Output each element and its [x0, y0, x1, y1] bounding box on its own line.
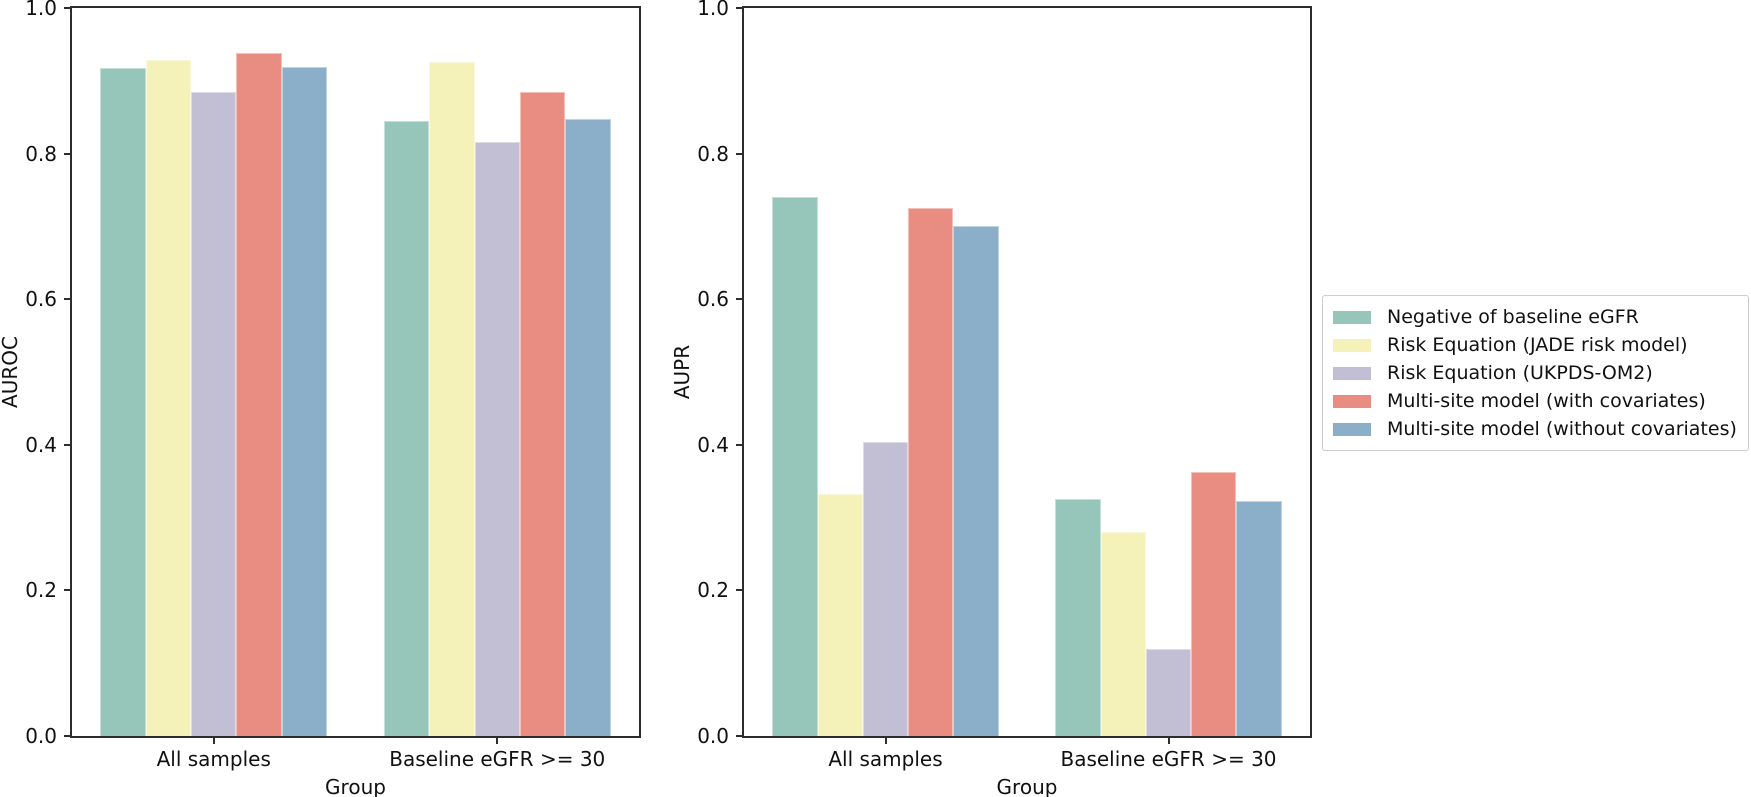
legend-row: Multi-site model (with covariates) [1333, 387, 1738, 415]
y-tick-mark [736, 443, 744, 446]
y-tick-mark [736, 7, 744, 9]
bar-series3-group1 [519, 92, 566, 736]
legend-swatch-icon [1333, 338, 1371, 352]
y-tick-mark [64, 7, 72, 9]
legend: Negative of baseline eGFR Risk Equation (… [1322, 295, 1749, 451]
y-axis-label: AUROC [0, 336, 22, 408]
aupr-chart: 0.0 0.2 0.4 0.6 0.8 1.0 All samples Baseline eG… [670, 0, 1312, 797]
y-tick-mark [64, 735, 72, 737]
x-tick-label: Baseline eGFR >= 30 [1060, 747, 1277, 771]
bar-series3-group0 [908, 208, 954, 736]
y-tick-label: 0.0 [25, 724, 57, 748]
legend-swatch-icon [1333, 366, 1371, 380]
bar-series0-group0 [772, 197, 818, 736]
x-axis-label: Group [325, 775, 386, 797]
y-tick-label: 0.2 [25, 578, 57, 603]
bar-series1-group0 [817, 494, 863, 736]
legend-row: Negative of baseline eGFR [1333, 303, 1738, 331]
legend-label: Multi-site model (with covariates) [1387, 390, 1706, 412]
x-tick-label: All samples [156, 747, 271, 771]
y-tick-label: 0.6 [697, 287, 729, 312]
x-tick-mark [212, 736, 215, 744]
bar-series0-group0 [100, 67, 146, 736]
bar-series2-group1 [1145, 649, 1192, 736]
y-tick-label: 1.0 [25, 0, 57, 20]
y-tick-label: 1.0 [697, 0, 729, 20]
y-tick-label: 0.4 [697, 432, 729, 457]
bar-series4-group1 [565, 119, 611, 736]
x-tick-label: Baseline eGFR >= 30 [389, 747, 606, 771]
x-tick-mark [884, 736, 887, 744]
legend-label: Risk Equation (JADE risk model) [1387, 334, 1688, 356]
y-tick-mark [736, 589, 744, 592]
x-tick-label: All samples [828, 747, 943, 771]
bar-series3-group1 [1191, 472, 1237, 736]
x-axis-label: Group [996, 775, 1058, 797]
x-tick-mark [496, 736, 499, 744]
y-tick-label: 0.2 [697, 578, 729, 603]
y-tick-mark [64, 589, 72, 592]
y-tick-mark [736, 735, 744, 737]
bar-series0-group1 [383, 120, 430, 736]
legend-row: Risk Equation (UKPDS-OM2) [1333, 359, 1738, 387]
y-tick-label: 0.4 [25, 432, 57, 457]
legend-swatch-icon [1333, 310, 1371, 324]
bar-series2-group0 [862, 441, 909, 736]
legend-label: Multi-site model (without covariates) [1387, 418, 1737, 440]
auroc-chart: 0.0 0.2 0.4 0.6 0.8 1.0 All samples Baseline eG… [0, 0, 641, 797]
y-tick-mark [736, 152, 744, 155]
x-tick-mark [1167, 736, 1170, 744]
bar-series1-group1 [1100, 532, 1146, 736]
bar-series4-group0 [281, 66, 328, 736]
bar-series0-group1 [1055, 499, 1101, 736]
bar-series4-group1 [1236, 500, 1282, 736]
y-tick-label: 0.8 [697, 141, 729, 166]
y-tick-mark [736, 298, 744, 301]
y-tick-label: 0.0 [697, 724, 729, 748]
bar-series2-group1 [474, 141, 520, 736]
bar-series3-group0 [236, 53, 282, 736]
legend-row: Risk Equation (JADE risk model) [1333, 331, 1738, 359]
legend-row: Multi-site model (without covariates) [1333, 415, 1738, 443]
bar-series4-group0 [953, 226, 999, 736]
y-tick-mark [64, 298, 72, 301]
bar-series1-group0 [145, 60, 192, 736]
bar-series2-group0 [191, 91, 237, 736]
y-tick-mark [64, 152, 72, 155]
legend-label: Negative of baseline eGFR [1387, 306, 1639, 328]
y-tick-label: 0.6 [25, 287, 57, 312]
legend-label: Risk Equation (UKPDS-OM2) [1387, 362, 1653, 384]
legend-swatch-icon [1333, 394, 1371, 408]
bar-series1-group1 [429, 61, 475, 736]
legend-swatch-icon [1333, 422, 1371, 436]
y-tick-mark [64, 443, 72, 446]
y-axis-label: AUPR [670, 344, 694, 400]
y-tick-label: 0.8 [25, 141, 57, 166]
